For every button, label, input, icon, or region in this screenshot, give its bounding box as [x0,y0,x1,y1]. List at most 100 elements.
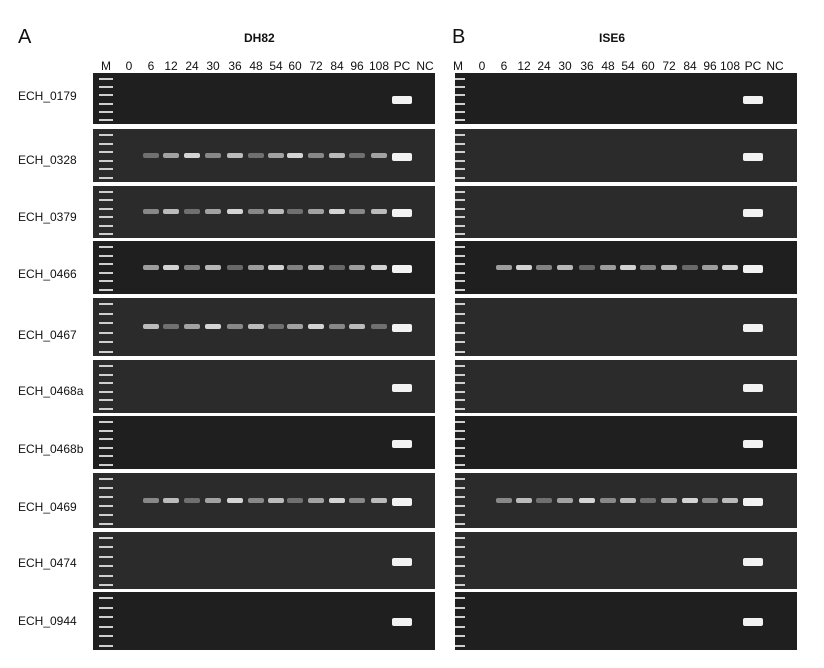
ladder-band [455,216,465,219]
ladder-band [99,280,113,283]
ladder-band [455,312,465,315]
pc-band [743,497,763,506]
sample-band [536,497,552,503]
panel-letter: A [18,26,32,48]
sample-band [268,152,284,158]
gel-image [455,416,797,469]
lane-label: NC [416,59,434,73]
sample-band [163,324,179,330]
gel-image [93,186,435,238]
ladder-band [455,565,465,568]
lane-label: NC [766,59,784,73]
sample-band [184,497,200,503]
gel-image [93,73,435,124]
ladder-band [455,523,465,525]
lane-label: 72 [662,59,676,73]
ladder-band [99,289,113,291]
ladder-band [99,597,113,599]
ladder-band [99,382,113,385]
sample-band [268,497,284,503]
pc-band [743,152,763,161]
gene-label: ECH_0328 [18,153,77,167]
lane-label: 24 [185,59,199,73]
sample-band [308,152,324,158]
sample-band [349,264,365,270]
sample-band [287,497,303,503]
ladder-band [455,408,465,410]
gene-label: ECH_0467 [18,328,77,342]
ladder-band [99,151,113,154]
sample-band [682,264,698,270]
sample-band [371,497,387,503]
ladder-band [99,159,113,162]
ladder-band [99,142,113,145]
sample-band [600,497,616,503]
lane-label: 12 [164,59,178,73]
ladder-band [455,280,465,283]
ladder-band [455,331,465,334]
sample-band [620,264,636,270]
gel-image [93,360,435,413]
sample-band [287,152,303,158]
sample-band [268,324,284,330]
sample-band [722,264,738,270]
ladder-band [455,142,465,145]
ladder-band [455,365,465,367]
sample-band [661,497,677,503]
sample-band [287,264,303,270]
lane-label: 54 [269,59,283,73]
gel-image [455,360,797,413]
pc-band [392,618,412,627]
gel-image [93,592,435,650]
sample-band [143,497,159,503]
ladder-band [99,233,113,235]
lane-label: 84 [330,59,344,73]
gene-label: ECH_0474 [18,556,77,570]
ladder-band [99,246,113,248]
ladder-band [99,365,113,367]
sample-band [329,324,345,330]
ladder-band [455,191,465,193]
sample-band [349,152,365,158]
ladder-band [455,134,465,136]
ladder-band [455,110,465,113]
ladder-band [99,421,113,423]
ladder-band [99,438,113,441]
ladder-band [99,78,113,80]
sample-band [702,497,718,503]
gene-label: ECH_0468a [18,384,84,398]
ladder-band [99,565,113,568]
ladder-band [455,429,465,432]
ladder-band [455,537,465,539]
ladder-band [99,373,113,376]
pc-band [392,95,412,104]
ladder-band [99,312,113,315]
sample-band [143,324,159,330]
ladder-band [99,390,113,393]
ladder-band [99,110,113,113]
gel-image [455,73,797,124]
ladder-band [99,224,113,227]
sample-band [143,209,159,215]
sample-band [349,324,365,330]
ladder-band [99,216,113,219]
lane-label: 6 [147,59,155,73]
ladder-band [455,119,465,121]
ladder-band [99,616,113,619]
ladder-band [99,341,113,344]
ladder-band [455,625,465,628]
pc-band [743,264,763,273]
ladder-band [455,464,465,466]
lane-label: 6 [500,59,508,73]
ladder-band [455,177,465,179]
lane-label: 0 [478,59,486,73]
gel-image [93,473,435,528]
ladder-band [455,151,465,154]
lane-label: 108 [719,59,741,73]
ladder-band [455,94,465,97]
sample-band [722,497,738,503]
sample-band [227,497,243,503]
ladder-band [99,464,113,466]
ladder-band [455,606,465,609]
sample-band [184,209,200,215]
